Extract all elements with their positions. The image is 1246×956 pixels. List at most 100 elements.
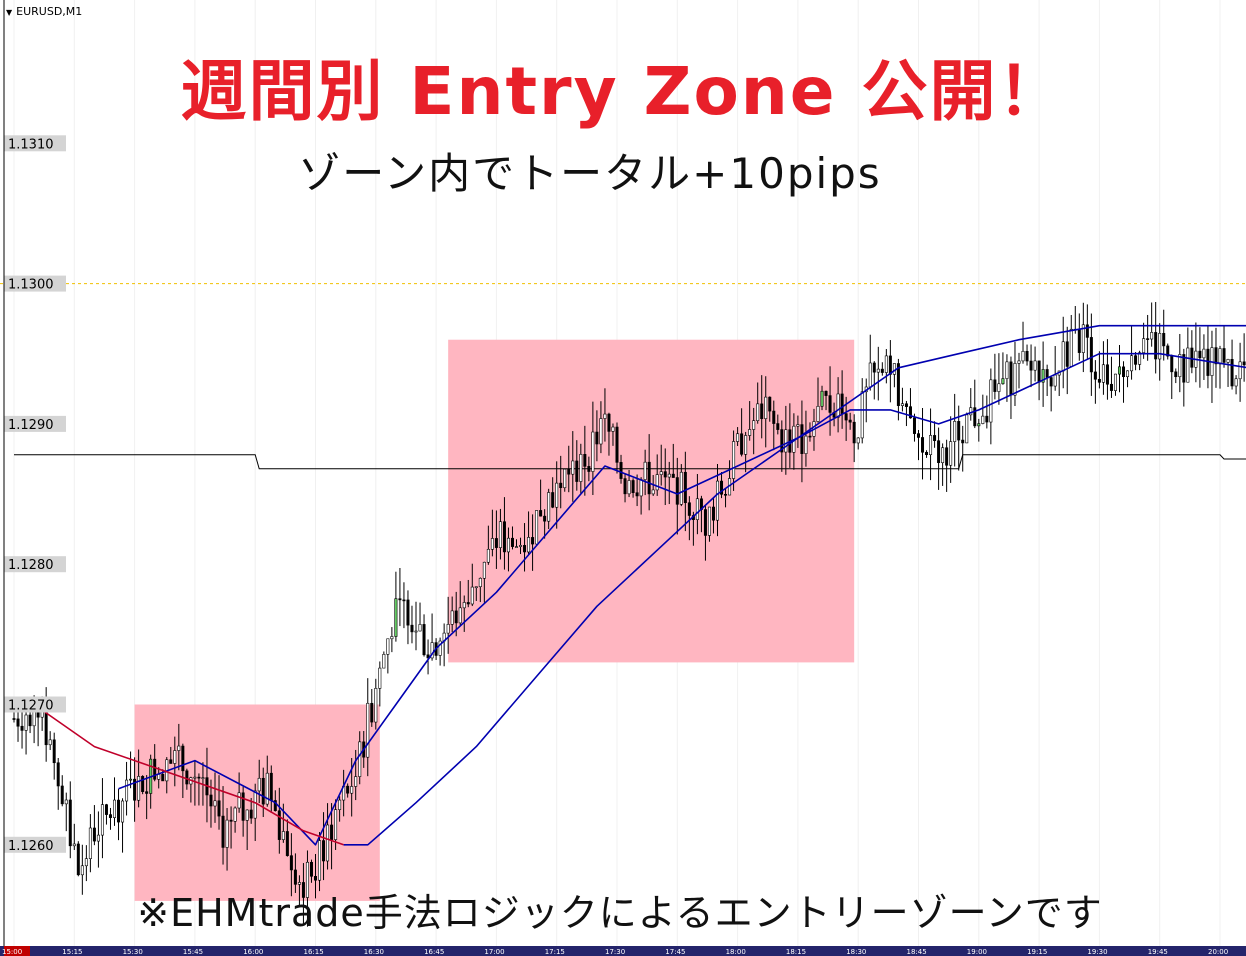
candle-body (92, 827, 96, 842)
candle-body (973, 407, 977, 427)
candle-body (760, 403, 764, 419)
candle-body (72, 843, 76, 847)
price-tick-label: 1.1260 (8, 839, 54, 854)
candle-body (169, 759, 173, 764)
symbol-text: EURUSD,M1 (16, 5, 83, 18)
candle-body (1154, 332, 1158, 360)
candle-body (631, 480, 635, 494)
price-tick-label: 1.1270 (8, 698, 54, 713)
candle-body (884, 355, 888, 373)
candle-body (1174, 371, 1178, 378)
candle-body (145, 791, 149, 794)
time-tick-label: 18:45 (907, 948, 927, 956)
entry-zone-2 (448, 339, 855, 663)
dropdown-triangle-icon[interactable]: ▼ (6, 8, 13, 17)
candle-body (611, 426, 615, 432)
candle-body (977, 423, 981, 427)
candle-body (655, 474, 659, 491)
candle-body (1021, 350, 1025, 362)
candle-body (957, 421, 961, 441)
candle-body (663, 471, 667, 478)
candle-body (683, 471, 687, 504)
candle-body (900, 403, 904, 406)
candle-body (108, 814, 112, 818)
footer-note: ※EHMtrade手法ロジックによるエントリーゾーンです (137, 891, 1103, 935)
candle-body (607, 413, 611, 432)
entry-zone-1 (134, 704, 380, 901)
candle-body (374, 688, 378, 723)
candle-body (450, 610, 454, 625)
time-tick-label: 19:00 (967, 948, 987, 956)
candle-body (233, 807, 237, 822)
candle-body (60, 785, 64, 805)
candle-body (1142, 338, 1146, 353)
candle-body (100, 804, 104, 836)
candle-body (269, 772, 273, 801)
candle-body (756, 403, 760, 422)
candle-body (1230, 359, 1234, 387)
candle-body (989, 379, 993, 423)
candle-body (113, 799, 117, 818)
candle-body (667, 473, 671, 478)
candle-body (1218, 348, 1222, 365)
price-label-bg-0 (4, 135, 66, 152)
candle-body (1150, 332, 1154, 340)
candle-body (265, 772, 269, 805)
candle-body (289, 855, 293, 871)
candle-body (76, 843, 80, 876)
time-tick-label: 15:15 (62, 948, 82, 956)
candle-body (868, 362, 872, 388)
candle-body (80, 865, 84, 876)
price-tick-label: 1.1300 (8, 278, 54, 293)
candle-body (193, 776, 197, 779)
candle-body (490, 538, 494, 550)
candle-body (627, 480, 631, 495)
candle-body (1101, 364, 1105, 383)
candle-body (418, 624, 422, 632)
candle-body (137, 776, 141, 801)
candle-body (1045, 369, 1049, 378)
time-tick-label: 18:00 (726, 948, 746, 956)
candle-body (965, 414, 969, 444)
candle-body (466, 602, 470, 605)
time-tick-label: 16:15 (304, 948, 324, 956)
candle-body (498, 521, 502, 548)
candle-body (482, 561, 486, 579)
candle-body (28, 714, 32, 727)
candle-body (687, 502, 691, 516)
candle-body (816, 405, 820, 422)
candle-body (1013, 363, 1017, 396)
candle-body (133, 778, 137, 801)
candle-body (1061, 341, 1065, 372)
candle-body (820, 390, 824, 407)
candle-body (285, 831, 289, 856)
symbol-label: ▼ EURUSD,M1 (6, 5, 82, 18)
candle-body (856, 437, 860, 444)
candle-body (981, 415, 985, 424)
candle-body (514, 546, 518, 548)
candle-body (675, 477, 679, 505)
candle-body (575, 460, 579, 482)
candle-body (330, 824, 334, 840)
candle-body (615, 426, 619, 463)
headline-title: 週間別 Entry Zone 公開！ (180, 53, 1066, 130)
price-label-bg-2 (4, 415, 66, 432)
candle-body (591, 431, 595, 472)
candle-body (933, 435, 937, 442)
time-tick-label: 17:45 (665, 948, 685, 956)
candle-body (410, 624, 414, 633)
candle-body (736, 433, 740, 442)
candle-body (1182, 354, 1186, 383)
candle-body (309, 861, 313, 877)
candle-body (985, 415, 989, 423)
candle-body (1146, 338, 1150, 340)
candle-body (908, 406, 912, 419)
candle-body (366, 702, 370, 758)
candle-body (1089, 337, 1093, 373)
candle-body (559, 482, 563, 489)
candle-body (177, 745, 181, 751)
candle-body (744, 435, 748, 455)
candle-body (257, 777, 261, 792)
